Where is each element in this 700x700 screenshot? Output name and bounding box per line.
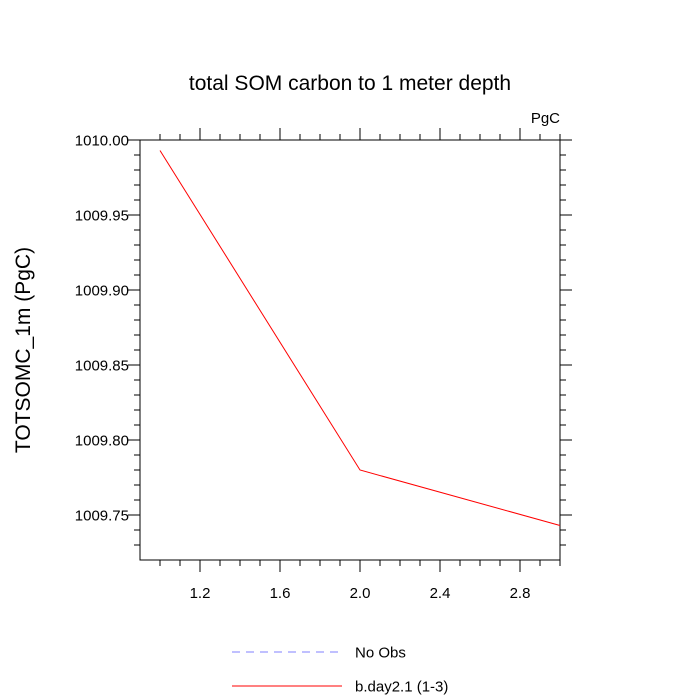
series-lines <box>159 150 561 526</box>
y-tick-label: 1009.95 <box>75 208 129 225</box>
legend-label: No Obs <box>355 645 406 662</box>
y-tick-label: 1009.90 <box>75 283 129 300</box>
y-tick-label: 1009.85 <box>75 358 129 375</box>
x-tick-label: 2.4 <box>430 585 451 602</box>
tick-labels: 1.2 1.6 2.0 2.4 2.8 1009.75 1009.80 1009.85 1009… <box>75 133 531 603</box>
y-axis-label: TOTSOMC_1m (PgC) <box>12 247 35 453</box>
y-tick-label: 1009.75 <box>75 508 129 525</box>
legend-label: b.day2.1 (1-3) <box>355 679 448 696</box>
x-tick-label: 1.6 <box>270 585 291 602</box>
legend: No Obs b.day2.1 (1-3) <box>232 645 448 696</box>
axis-ticks <box>128 128 572 572</box>
x-tick-label: 2.0 <box>350 585 371 602</box>
y-tick-label: 1010.00 <box>75 133 129 150</box>
y-tick-label: 1009.80 <box>75 433 129 450</box>
x-tick-label: 2.8 <box>510 585 531 602</box>
units-label: PgC <box>531 110 560 127</box>
plot-area-frame <box>139 139 561 561</box>
x-tick-label: 1.2 <box>190 585 211 602</box>
series-line <box>159 150 561 526</box>
chart-title: total SOM carbon to 1 meter depth <box>189 72 511 95</box>
